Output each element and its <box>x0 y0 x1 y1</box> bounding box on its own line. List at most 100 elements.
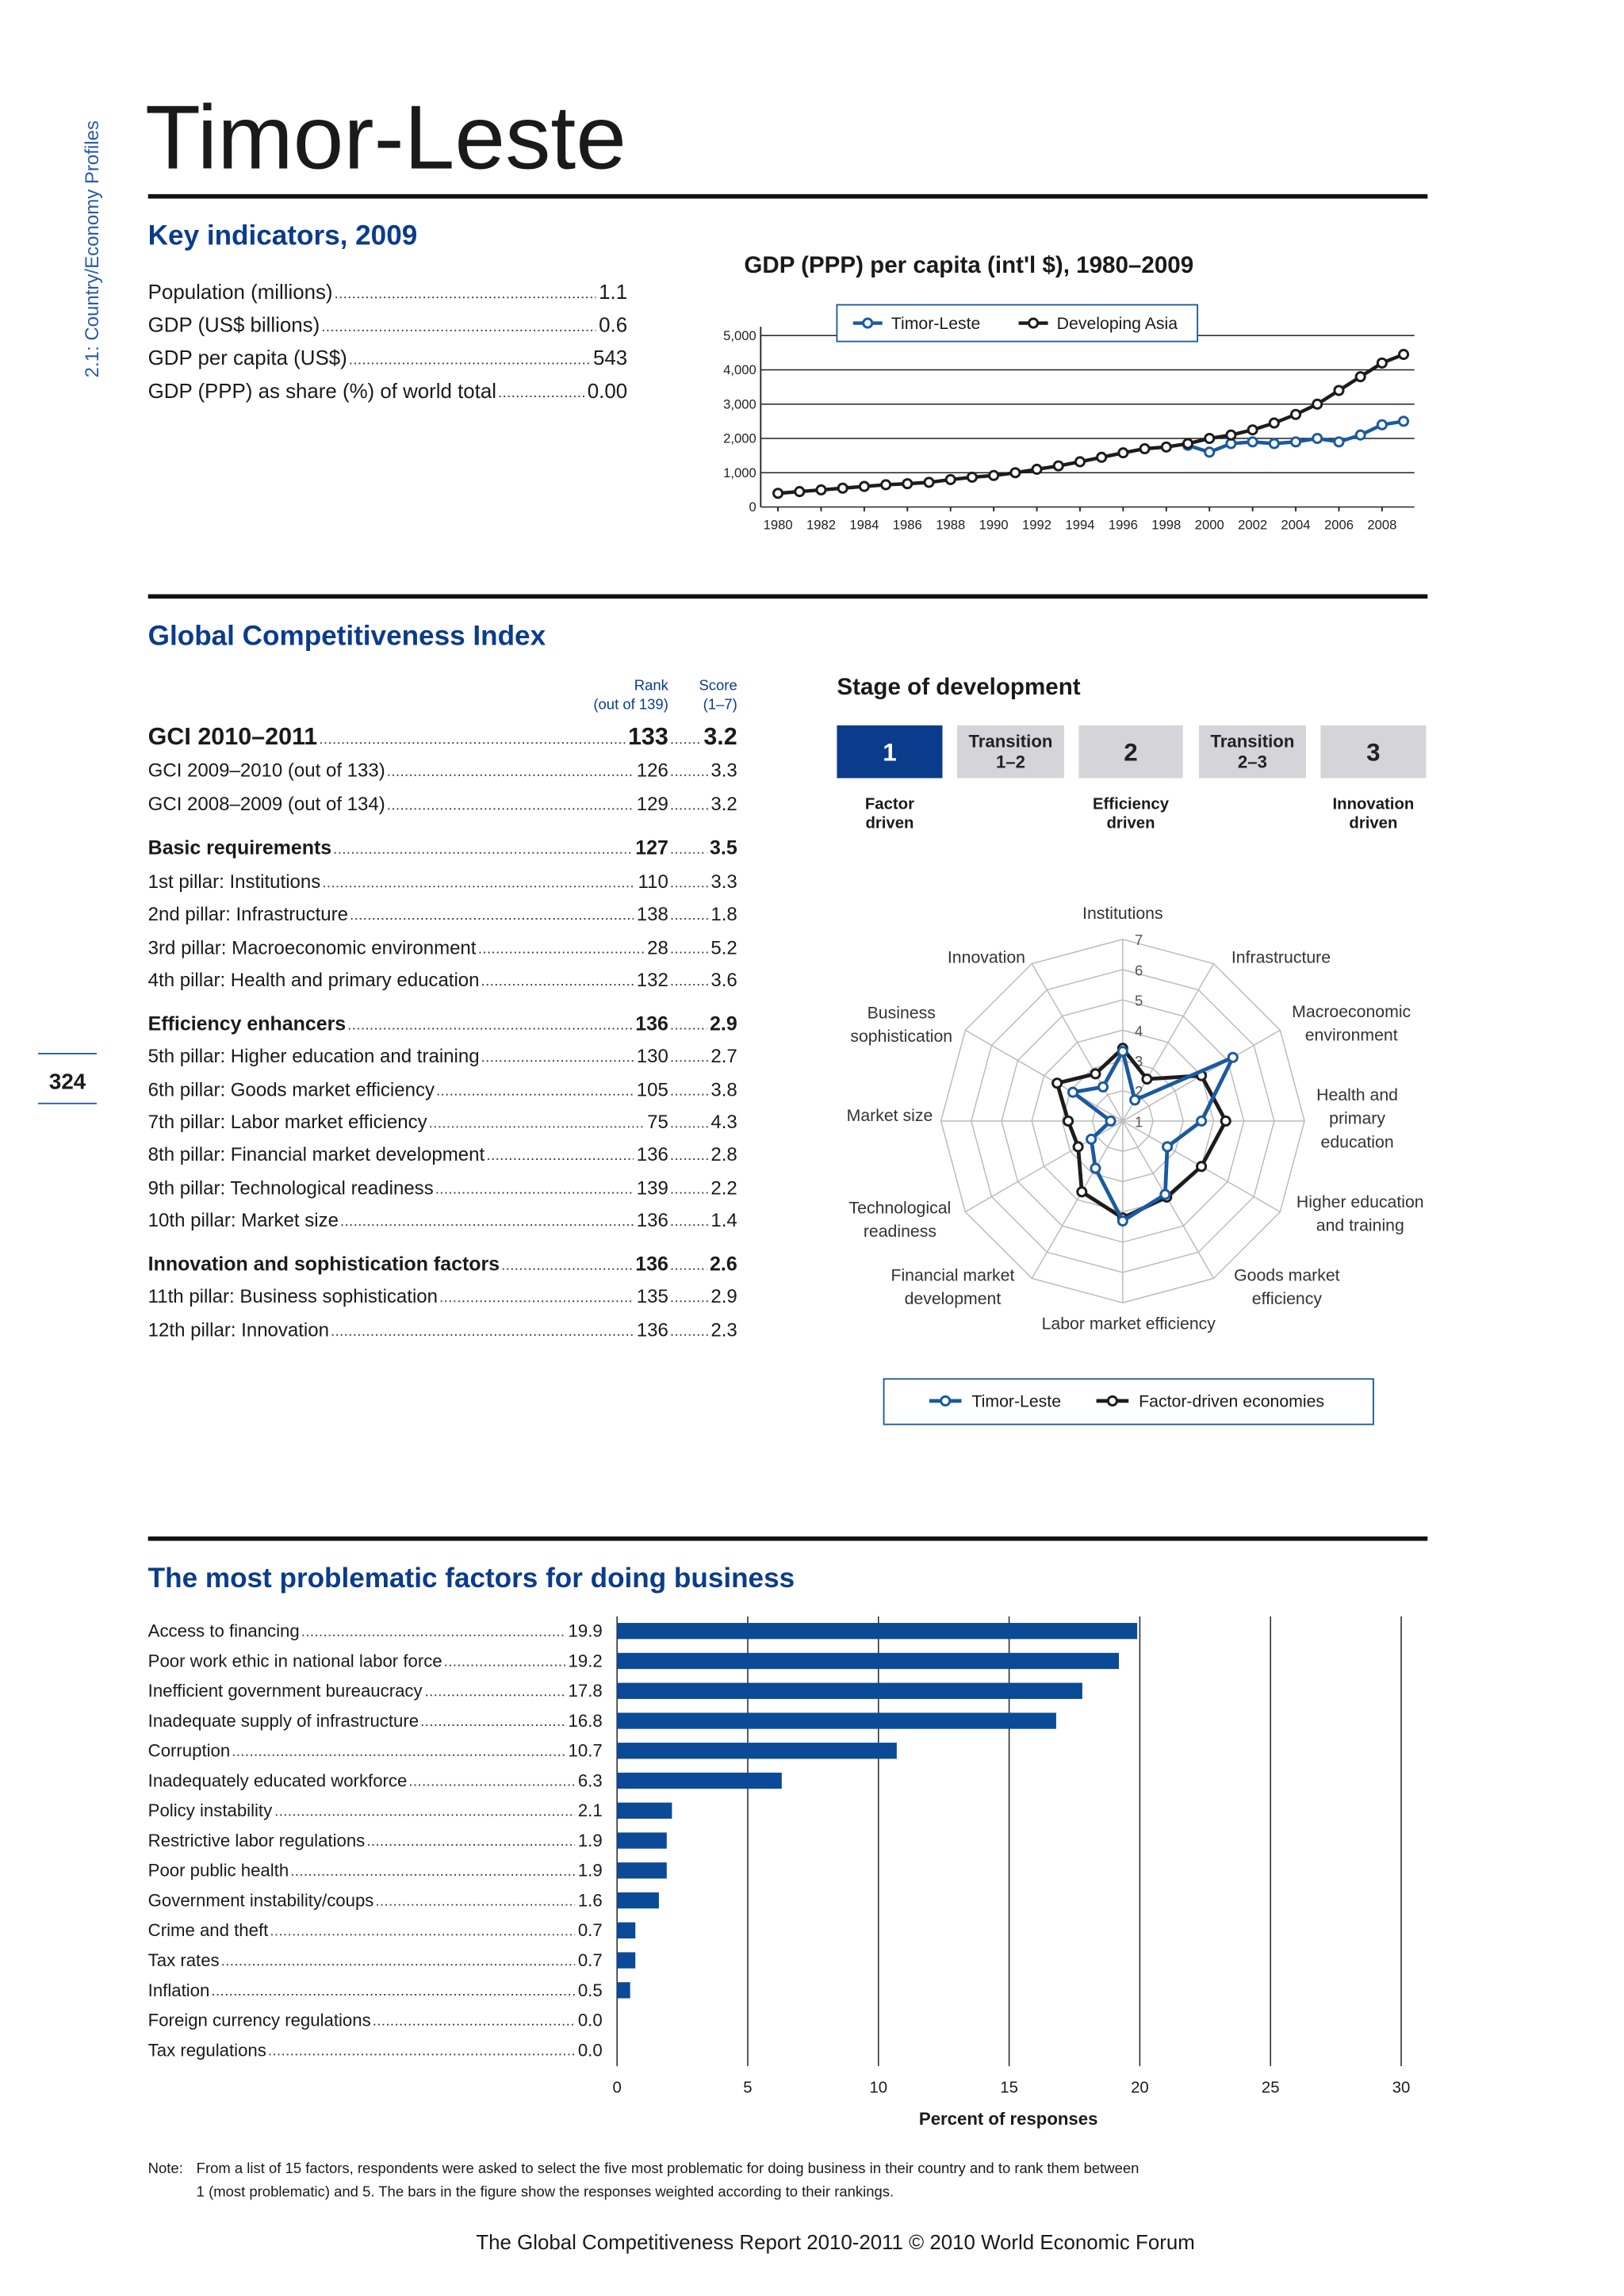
stage-box <box>1078 725 1183 779</box>
bar-label: Poor work ethic in national labor force <box>148 1651 442 1670</box>
gci-label: 6th pillar: Goods market efficiency <box>148 1080 435 1101</box>
gci-rank: 105 <box>637 1080 668 1101</box>
radar-axis-label: Innovation <box>948 947 1025 966</box>
x-tick-label: 10 <box>869 2079 887 2096</box>
gci-label: 8th pillar: Financial market development <box>148 1144 485 1165</box>
bar-label: Access to financing <box>148 1621 300 1641</box>
stage-label: Transition <box>968 732 1052 752</box>
x-tick-label: 5 <box>743 2079 752 2096</box>
bar-value-label: 10.7 <box>569 1741 603 1761</box>
column-subheader: (out of 139) <box>593 696 668 713</box>
radar-axis-label: Labor market efficiency <box>1042 1314 1216 1333</box>
legend-marker <box>862 317 874 329</box>
page-number: 324 <box>49 1069 86 1093</box>
x-tick-label: 2002 <box>1238 517 1267 532</box>
side-label: 2.1: Country/Economy Profiles <box>82 121 103 377</box>
note-text: 1 (most problematic) and 5. The bars in … <box>197 2183 894 2200</box>
gci-rank: 28 <box>647 937 668 959</box>
indicator-label: Population (millions) <box>148 281 333 304</box>
gci-label: 12th pillar: Innovation <box>148 1320 329 1341</box>
gci-score: 1.8 <box>710 904 737 925</box>
gci-label: 4th pillar: Health and primary education <box>148 970 480 991</box>
section-heading: Global Competitiveness Index <box>148 620 546 651</box>
bar-label: Inflation <box>148 1980 210 2000</box>
bar <box>617 1892 659 1909</box>
indicator-label: GDP (PPP) as share (%) of world total <box>148 381 496 403</box>
radar-axis-label: education <box>1321 1132 1394 1151</box>
radar-point <box>1159 1188 1171 1200</box>
gci-score: 3.2 <box>710 794 737 815</box>
gci-rank: 129 <box>637 794 668 815</box>
radar-point <box>1116 1215 1128 1227</box>
series-point <box>1247 424 1258 436</box>
radar-point <box>1220 1115 1231 1127</box>
x-tick-label: 1980 <box>764 517 793 532</box>
x-axis-label: Percent of responses <box>919 2109 1098 2129</box>
stage-driver: Efficiency <box>1093 795 1170 813</box>
series-point <box>1160 441 1172 453</box>
bar <box>617 1743 897 1759</box>
x-tick-label: 15 <box>1000 2079 1018 2096</box>
gci-score: 4.3 <box>710 1112 737 1133</box>
radar-point <box>1116 1046 1128 1058</box>
bar <box>617 1772 782 1789</box>
y-tick-label: 2,000 <box>723 431 756 446</box>
radar-axis-label: Infrastructure <box>1231 947 1331 966</box>
radar-tick-label: 6 <box>1135 962 1143 978</box>
x-tick-label: 25 <box>1262 2079 1280 2096</box>
gci-rank: 130 <box>637 1046 668 1067</box>
radar-axis-label: readiness <box>864 1222 936 1241</box>
stage-label: 2–3 <box>1238 752 1267 772</box>
gci-label: 11th pillar: Business sophistication <box>148 1286 438 1307</box>
series-point <box>1312 398 1323 410</box>
series-point <box>1312 433 1323 445</box>
bar-label: Inefficient government bureaucracy <box>148 1681 423 1701</box>
radar-spoke <box>964 1029 1124 1122</box>
radar-axis-label: environment <box>1305 1025 1398 1044</box>
page-title: Timor-Leste <box>145 87 626 189</box>
bar-value-label: 16.8 <box>569 1711 603 1731</box>
gci-score: 5.2 <box>710 937 737 959</box>
x-tick-label: 1984 <box>849 517 879 532</box>
gci-rank: 139 <box>637 1177 668 1199</box>
bar-value-label: 0.0 <box>578 2011 603 2030</box>
radar-tick-label: 4 <box>1135 1023 1143 1039</box>
radar-point <box>1086 1133 1097 1145</box>
gci-label: Innovation and sophistication factors <box>148 1253 500 1276</box>
bar-value-label: 6.3 <box>578 1770 603 1790</box>
radar-point <box>1090 1162 1101 1174</box>
series-point <box>794 486 806 498</box>
series-point <box>902 478 914 490</box>
gci-label: 10th pillar: Market size <box>148 1210 339 1231</box>
series-point <box>1009 467 1021 479</box>
stage-label: 1 <box>883 738 896 766</box>
radar-point <box>1097 1081 1109 1093</box>
radar-tick-label: 7 <box>1135 932 1143 948</box>
gci-score: 3.2 <box>703 723 737 750</box>
gci-rank: 135 <box>637 1286 668 1307</box>
gci-score: 2.8 <box>710 1144 737 1165</box>
legend-label: Developing Asia <box>1057 314 1178 333</box>
bar <box>617 1922 636 1939</box>
indicator-value: 0.6 <box>599 315 627 337</box>
bar-value-label: 0.5 <box>578 1980 603 2000</box>
x-tick-label: 2006 <box>1324 517 1354 532</box>
series-point <box>815 484 827 496</box>
gci-label: GCI 2008–2009 (out of 134) <box>148 794 385 815</box>
radar-axis-label: development <box>905 1289 1002 1308</box>
radar-point <box>1129 1094 1141 1106</box>
bar <box>617 1982 630 1999</box>
series-point <box>1182 438 1194 450</box>
indicator-value: 543 <box>593 347 627 369</box>
radar-axis-label: Goods market <box>1234 1265 1340 1284</box>
gci-score: 3.5 <box>710 837 737 859</box>
radar-axis-label: primary <box>1329 1109 1385 1128</box>
series-point <box>1139 442 1151 455</box>
gci-rank: 136 <box>635 1253 668 1276</box>
x-tick-label: 1982 <box>806 517 836 532</box>
gci-rank: 138 <box>637 904 668 925</box>
bar-label: Tax regulations <box>148 2040 266 2060</box>
gci-label: 2nd pillar: Infrastructure <box>148 904 348 925</box>
bar <box>617 1862 667 1879</box>
bar-value-label: 19.9 <box>569 1621 603 1641</box>
